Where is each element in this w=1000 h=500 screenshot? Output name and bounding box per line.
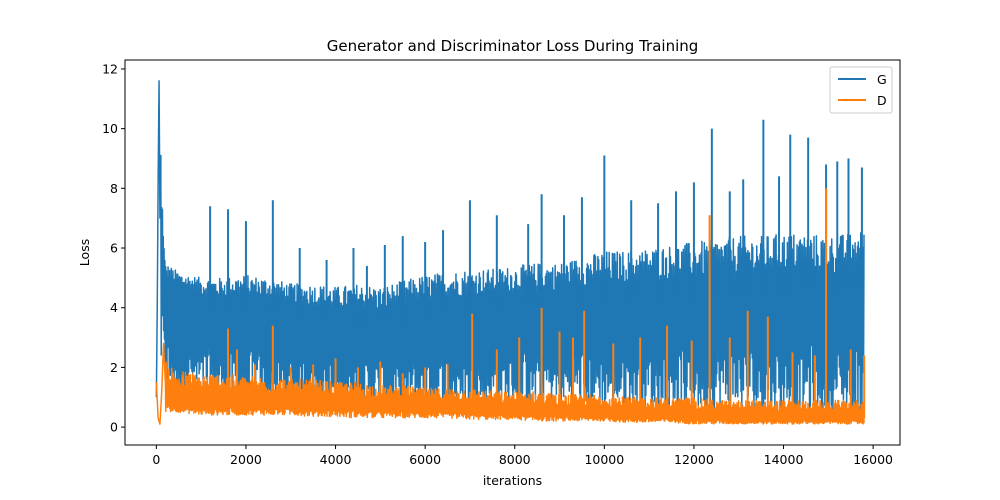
x-tick-label: 12000 bbox=[674, 452, 714, 467]
x-tick-label: 0 bbox=[152, 452, 160, 467]
series-layer bbox=[155, 80, 866, 425]
y-tick-label: 10 bbox=[102, 121, 118, 136]
x-ticks: 0 2000 4000 6000 8000 10000 12000 14000 16000 bbox=[152, 445, 893, 467]
x-axis-label: iterations bbox=[483, 473, 542, 488]
legend-label-g: G bbox=[877, 72, 887, 87]
series-line-g bbox=[155, 80, 865, 416]
y-axis-label: Loss bbox=[77, 239, 92, 266]
y-tick-label: 12 bbox=[102, 61, 118, 76]
x-tick-label: 2000 bbox=[230, 452, 262, 467]
y-ticks: 0 2 4 6 8 10 12 bbox=[102, 61, 125, 435]
series-g bbox=[155, 80, 865, 416]
x-tick-label: 14000 bbox=[764, 452, 804, 467]
x-tick-label: 10000 bbox=[584, 452, 624, 467]
plot-frame bbox=[124, 59, 901, 446]
series-d bbox=[155, 188, 866, 425]
x-tick-label: 6000 bbox=[409, 452, 441, 467]
y-tick-label: 6 bbox=[110, 241, 118, 256]
x-tick-label: 16000 bbox=[853, 452, 893, 467]
series-line-d bbox=[155, 342, 865, 425]
y-tick-label: 8 bbox=[110, 181, 118, 196]
axes-layer bbox=[124, 59, 901, 446]
chart-title: Generator and Discriminator Loss During … bbox=[327, 37, 699, 55]
legend: G D bbox=[829, 66, 893, 114]
x-tick-label: 4000 bbox=[320, 452, 352, 467]
y-tick-label: 0 bbox=[110, 420, 118, 435]
x-tick-label: 8000 bbox=[499, 452, 531, 467]
legend-label-d: D bbox=[877, 93, 887, 108]
y-tick-label: 4 bbox=[110, 300, 118, 315]
y-tick-label: 2 bbox=[110, 360, 118, 375]
